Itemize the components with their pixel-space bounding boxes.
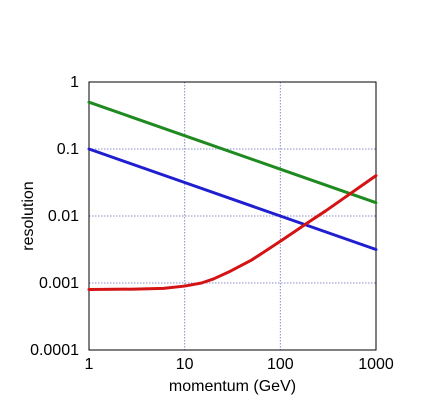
y-tick-label: 0.1 — [57, 141, 79, 158]
series-line-3 — [87, 174, 378, 291]
y-tick-label: 0.0001 — [30, 342, 79, 359]
y-axis-label: resolution — [20, 181, 37, 250]
x-axis-label: momentum (GeV) — [169, 378, 296, 395]
x-tick-labels: 1 10 100 1000 — [85, 356, 394, 373]
series-line-1 — [87, 100, 378, 205]
x-tick-label: 1000 — [358, 356, 394, 373]
series-line-2 — [87, 147, 378, 252]
x-tick-label: 10 — [176, 356, 194, 373]
series-layer — [87, 100, 378, 291]
y-tick-labels: 1 0.1 0.01 0.001 0.0001 — [30, 74, 79, 359]
y-tick-label: 0.01 — [48, 208, 79, 225]
x-tick-label: 100 — [267, 356, 294, 373]
x-tick-label: 1 — [85, 356, 94, 373]
y-tick-label: 0.001 — [39, 275, 79, 292]
y-tick-label: 1 — [70, 74, 79, 91]
plot-frame — [88, 81, 377, 351]
grid — [88, 81, 377, 351]
